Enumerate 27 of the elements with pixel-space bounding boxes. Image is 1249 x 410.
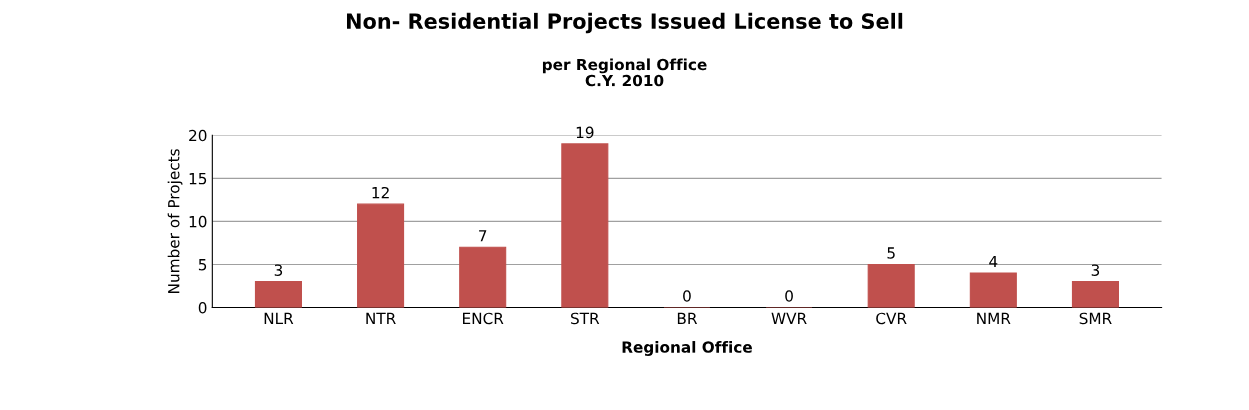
- y-tick-label: 10: [189, 215, 207, 228]
- data-label: 5: [887, 247, 895, 259]
- x-tick-label: BR: [677, 312, 698, 324]
- y-axis-title: Number of Projects: [167, 149, 183, 293]
- chart-subtitle: per Regional Office C.Y. 2010: [542, 58, 707, 87]
- x-tick-label: NTR: [366, 312, 396, 324]
- y-tick-label: 0: [198, 301, 207, 314]
- y-tick-label: 5: [198, 259, 207, 271]
- x-tick-label: STR: [571, 312, 600, 325]
- chart-title: Non- Residential Projects Issued License to Sell: [347, 12, 903, 34]
- y-tick-label: 20: [189, 129, 207, 142]
- data-label: 7: [479, 230, 487, 242]
- data-label: 0: [683, 290, 691, 302]
- x-tick-label: CVR: [876, 312, 907, 325]
- data-label: 0: [785, 290, 793, 302]
- x-tick-label: NLR: [264, 312, 294, 324]
- y-tick-label: 15: [189, 173, 207, 185]
- data-label: 12: [372, 186, 389, 199]
- data-label: 3: [274, 264, 283, 276]
- data-label: 4: [989, 255, 998, 268]
- x-tick-label: SMR: [1079, 312, 1112, 325]
- data-label: 3: [1091, 264, 1100, 276]
- x-tick-label: WVR: [771, 312, 807, 324]
- x-axis-title: Regional Office: [622, 341, 752, 356]
- x-tick-label: NMR: [977, 312, 1011, 324]
- data-label: 19: [576, 126, 594, 139]
- x-tick-label: ENCR: [463, 312, 504, 325]
